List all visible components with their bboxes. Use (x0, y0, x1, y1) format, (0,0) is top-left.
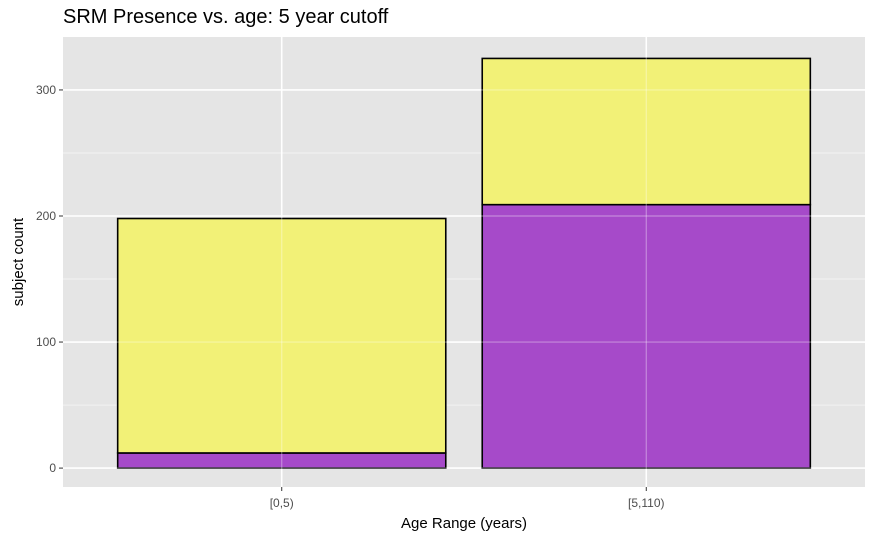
y-axis-title: subject count (10, 217, 27, 306)
x-axis-ticks: [0,5) [5,110) (270, 487, 665, 510)
y-tick-label: 300 (36, 83, 56, 97)
x-tick-label: [5,110) (628, 496, 664, 510)
y-tick-label: 100 (36, 335, 56, 349)
y-tick-label: 0 (49, 461, 56, 475)
chart-title: SRM Presence vs. age: 5 year cutoff (63, 6, 389, 28)
bars (116, 57, 812, 469)
bar-upper-segment (116, 217, 447, 454)
x-axis-title: Age Range (years) (401, 515, 527, 532)
y-tick-label: 200 (36, 209, 56, 223)
x-tick-label: [0,5) (270, 496, 294, 510)
gridline-overlay (63, 37, 865, 487)
bar-upper-segment (481, 57, 812, 206)
y-axis-ticks: 0 100 200 300 (36, 83, 63, 475)
bar-lower-segment (481, 203, 812, 469)
